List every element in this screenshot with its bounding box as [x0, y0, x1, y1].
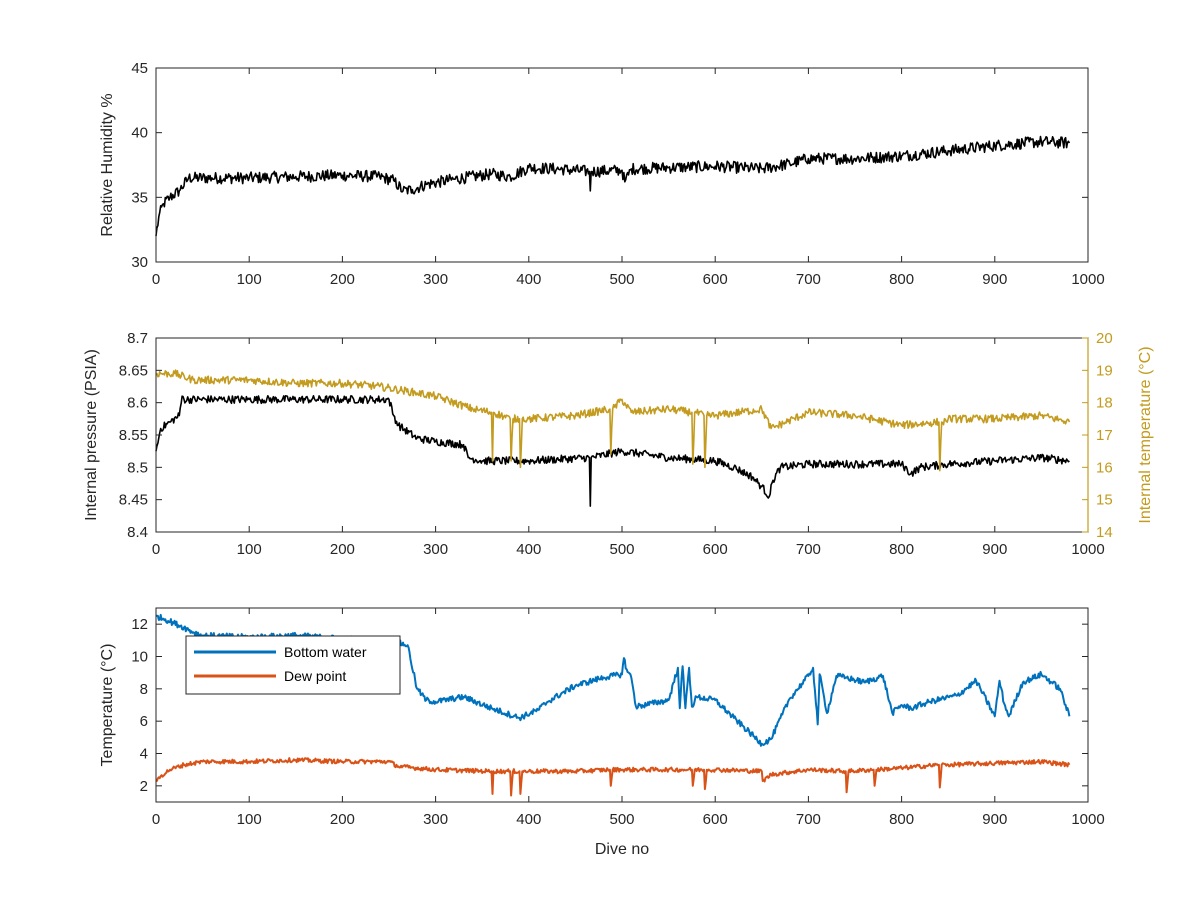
y-tick-label: 4 — [140, 746, 148, 763]
x-tick-label: 300 — [423, 541, 448, 558]
series-line-1 — [155, 394, 1070, 507]
subplot-3: 0 100 200 300 400 500 600 700 800 900 1000 2 4 6 8 10 12… — [99, 607, 1105, 858]
y-tick-label: 35 — [131, 189, 148, 206]
y-tick-label: 8.7 — [127, 330, 148, 347]
series-line-2 — [155, 757, 1071, 797]
x-tick-label: 700 — [796, 541, 821, 558]
y-tick-label: 45 — [131, 60, 148, 77]
x-tick-label: 800 — [889, 541, 914, 558]
x-tick-label: 800 — [889, 271, 914, 288]
x-tick-label: 1000 — [1071, 811, 1104, 828]
legend-label-2: Dew point — [284, 668, 346, 684]
y2-tick-label: 18 — [1096, 395, 1113, 412]
x-axis-label: Dive no — [595, 841, 649, 858]
x-tick-label: 400 — [516, 811, 541, 828]
x-tick-label: 900 — [982, 811, 1007, 828]
x-tick-label: 0 — [152, 811, 160, 828]
x-tick-label: 300 — [423, 811, 448, 828]
y2-axis-label: Internal temperature (°C) — [1137, 346, 1154, 523]
y-axis-label: Temperature (°C) — [99, 644, 116, 767]
y-axis-label: Relative Humidity % — [99, 93, 116, 236]
x-tick-label: 1000 — [1071, 271, 1104, 288]
x-tick-label: 400 — [516, 541, 541, 558]
x-tick-label: 500 — [609, 271, 634, 288]
x-tick-label: 600 — [703, 541, 728, 558]
y2-tick-label: 16 — [1096, 459, 1113, 476]
series-group — [155, 135, 1071, 237]
x-tick-label: 500 — [609, 811, 634, 828]
y2-tick-label: 20 — [1096, 330, 1113, 347]
y-axis-label: Internal pressure (PSIA) — [83, 349, 100, 521]
x-tick-label: 600 — [703, 811, 728, 828]
series-group — [155, 613, 1071, 797]
x-tick-label: 100 — [237, 271, 262, 288]
series-line-2 — [155, 369, 1071, 472]
y-tick-label: 40 — [131, 125, 148, 142]
subplot-1: 0 100 200 300 400 500 600 700 800 900 1000 30 35 40 45… — [99, 60, 1105, 288]
subplot-2: 0 100 200 300 400 500 600 700 800 900 1000 8.4 8.45 8… — [83, 330, 1154, 558]
x-tick-label: 200 — [330, 271, 355, 288]
x-tick-label: 1000 — [1071, 541, 1104, 558]
x-tick-label: 400 — [516, 271, 541, 288]
x-tick-label: 900 — [982, 271, 1007, 288]
series-group — [155, 369, 1071, 507]
x-tick-label: 0 — [152, 541, 160, 558]
x-tick-label: 0 — [152, 271, 160, 288]
y-tick-label: 2 — [140, 778, 148, 795]
x-tick-label: 200 — [330, 811, 355, 828]
y-tick-label: 8.65 — [119, 362, 148, 379]
plot-frame — [155, 67, 1089, 263]
x-tick-label: 600 — [703, 271, 728, 288]
x-tick-label: 500 — [609, 541, 634, 558]
legend-label-1: Bottom water — [284, 644, 367, 660]
y-tick-label: 8.6 — [127, 395, 148, 412]
plot-frame — [155, 337, 1089, 533]
y-tick-label: 8.5 — [127, 459, 148, 476]
y2-tick-label: 15 — [1096, 492, 1113, 509]
y-tick-label: 10 — [131, 649, 148, 666]
x-tick-label: 700 — [796, 811, 821, 828]
y-tick-label: 12 — [131, 616, 148, 633]
y-tick-label: 8.45 — [119, 492, 148, 509]
y-tick-label: 8 — [140, 681, 148, 698]
series-line-1 — [155, 135, 1071, 237]
y2-tick-label: 19 — [1096, 362, 1113, 379]
legend: Bottom water Dew point — [185, 635, 401, 695]
y2-tick-label: 17 — [1096, 427, 1113, 444]
x-tick-label: 300 — [423, 271, 448, 288]
x-tick-label: 200 — [330, 541, 355, 558]
y-tick-label: 6 — [140, 713, 148, 730]
x-tick-label: 700 — [796, 271, 821, 288]
y-tick-label: 8.55 — [119, 427, 148, 444]
x-tick-label: 100 — [237, 811, 262, 828]
x-tick-label: 900 — [982, 541, 1007, 558]
x-tick-label: 100 — [237, 541, 262, 558]
y2-tick-label: 14 — [1096, 524, 1113, 541]
y-tick-label: 8.4 — [127, 524, 148, 541]
legend-box — [185, 635, 401, 695]
x-tick-label: 800 — [889, 811, 914, 828]
y-tick-label: 30 — [131, 254, 148, 271]
series-line-1 — [155, 613, 1071, 747]
